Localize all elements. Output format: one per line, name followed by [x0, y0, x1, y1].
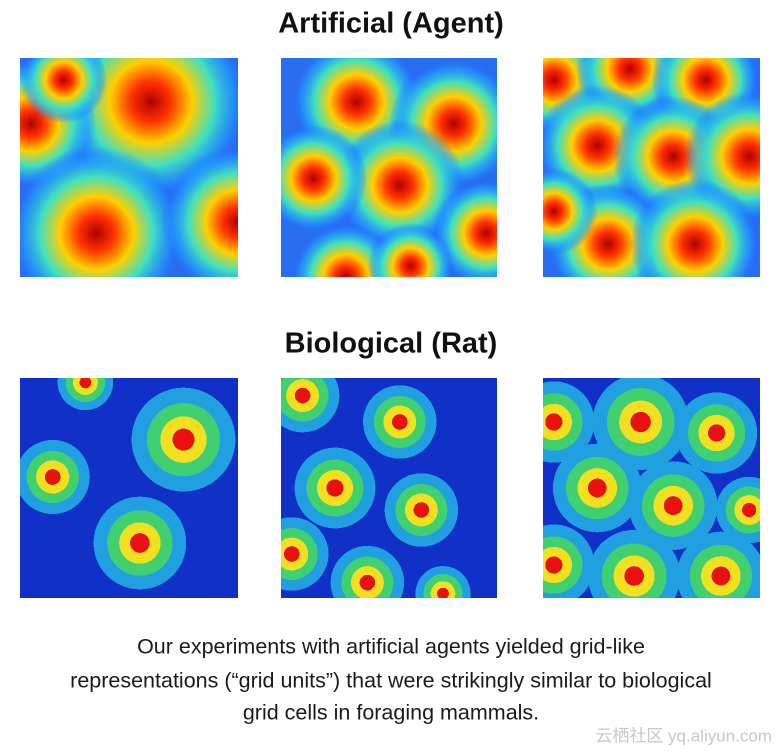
- caption-line: grid cells in foraging mammals.: [243, 701, 539, 725]
- field: [281, 378, 346, 439]
- heatmap: [543, 378, 760, 598]
- field: [543, 167, 598, 255]
- field: [287, 440, 383, 536]
- field: [579, 521, 689, 598]
- field: [281, 510, 335, 598]
- field: [20, 433, 97, 521]
- caption-line: Our experiments with artificial agents y…: [137, 635, 645, 659]
- field: [52, 378, 119, 416]
- heatmaps: [20, 58, 760, 598]
- field: [668, 523, 760, 598]
- field: [629, 179, 760, 277]
- field: [122, 378, 238, 501]
- field: [356, 378, 443, 466]
- field: [324, 539, 411, 598]
- field: [20, 58, 108, 124]
- field: [161, 145, 238, 277]
- section-title: Biological (Rat): [285, 328, 498, 360]
- field: [367, 222, 454, 277]
- heatmap: [281, 378, 497, 598]
- field: [668, 385, 760, 481]
- field: [281, 124, 368, 233]
- heatmap: [281, 58, 497, 277]
- field: [85, 488, 195, 598]
- title: Artificial (Agent): [278, 8, 504, 40]
- watermark: 云栖社区 yq.aliyun.com: [595, 726, 772, 745]
- heatmap: [20, 58, 238, 277]
- heatmap: [543, 58, 760, 277]
- heatmap: [20, 378, 238, 598]
- caption-line: representations (“grid units”) that were…: [70, 669, 712, 693]
- field: [20, 146, 184, 277]
- field: [378, 466, 465, 554]
- field: [410, 561, 476, 598]
- field: [335, 120, 465, 250]
